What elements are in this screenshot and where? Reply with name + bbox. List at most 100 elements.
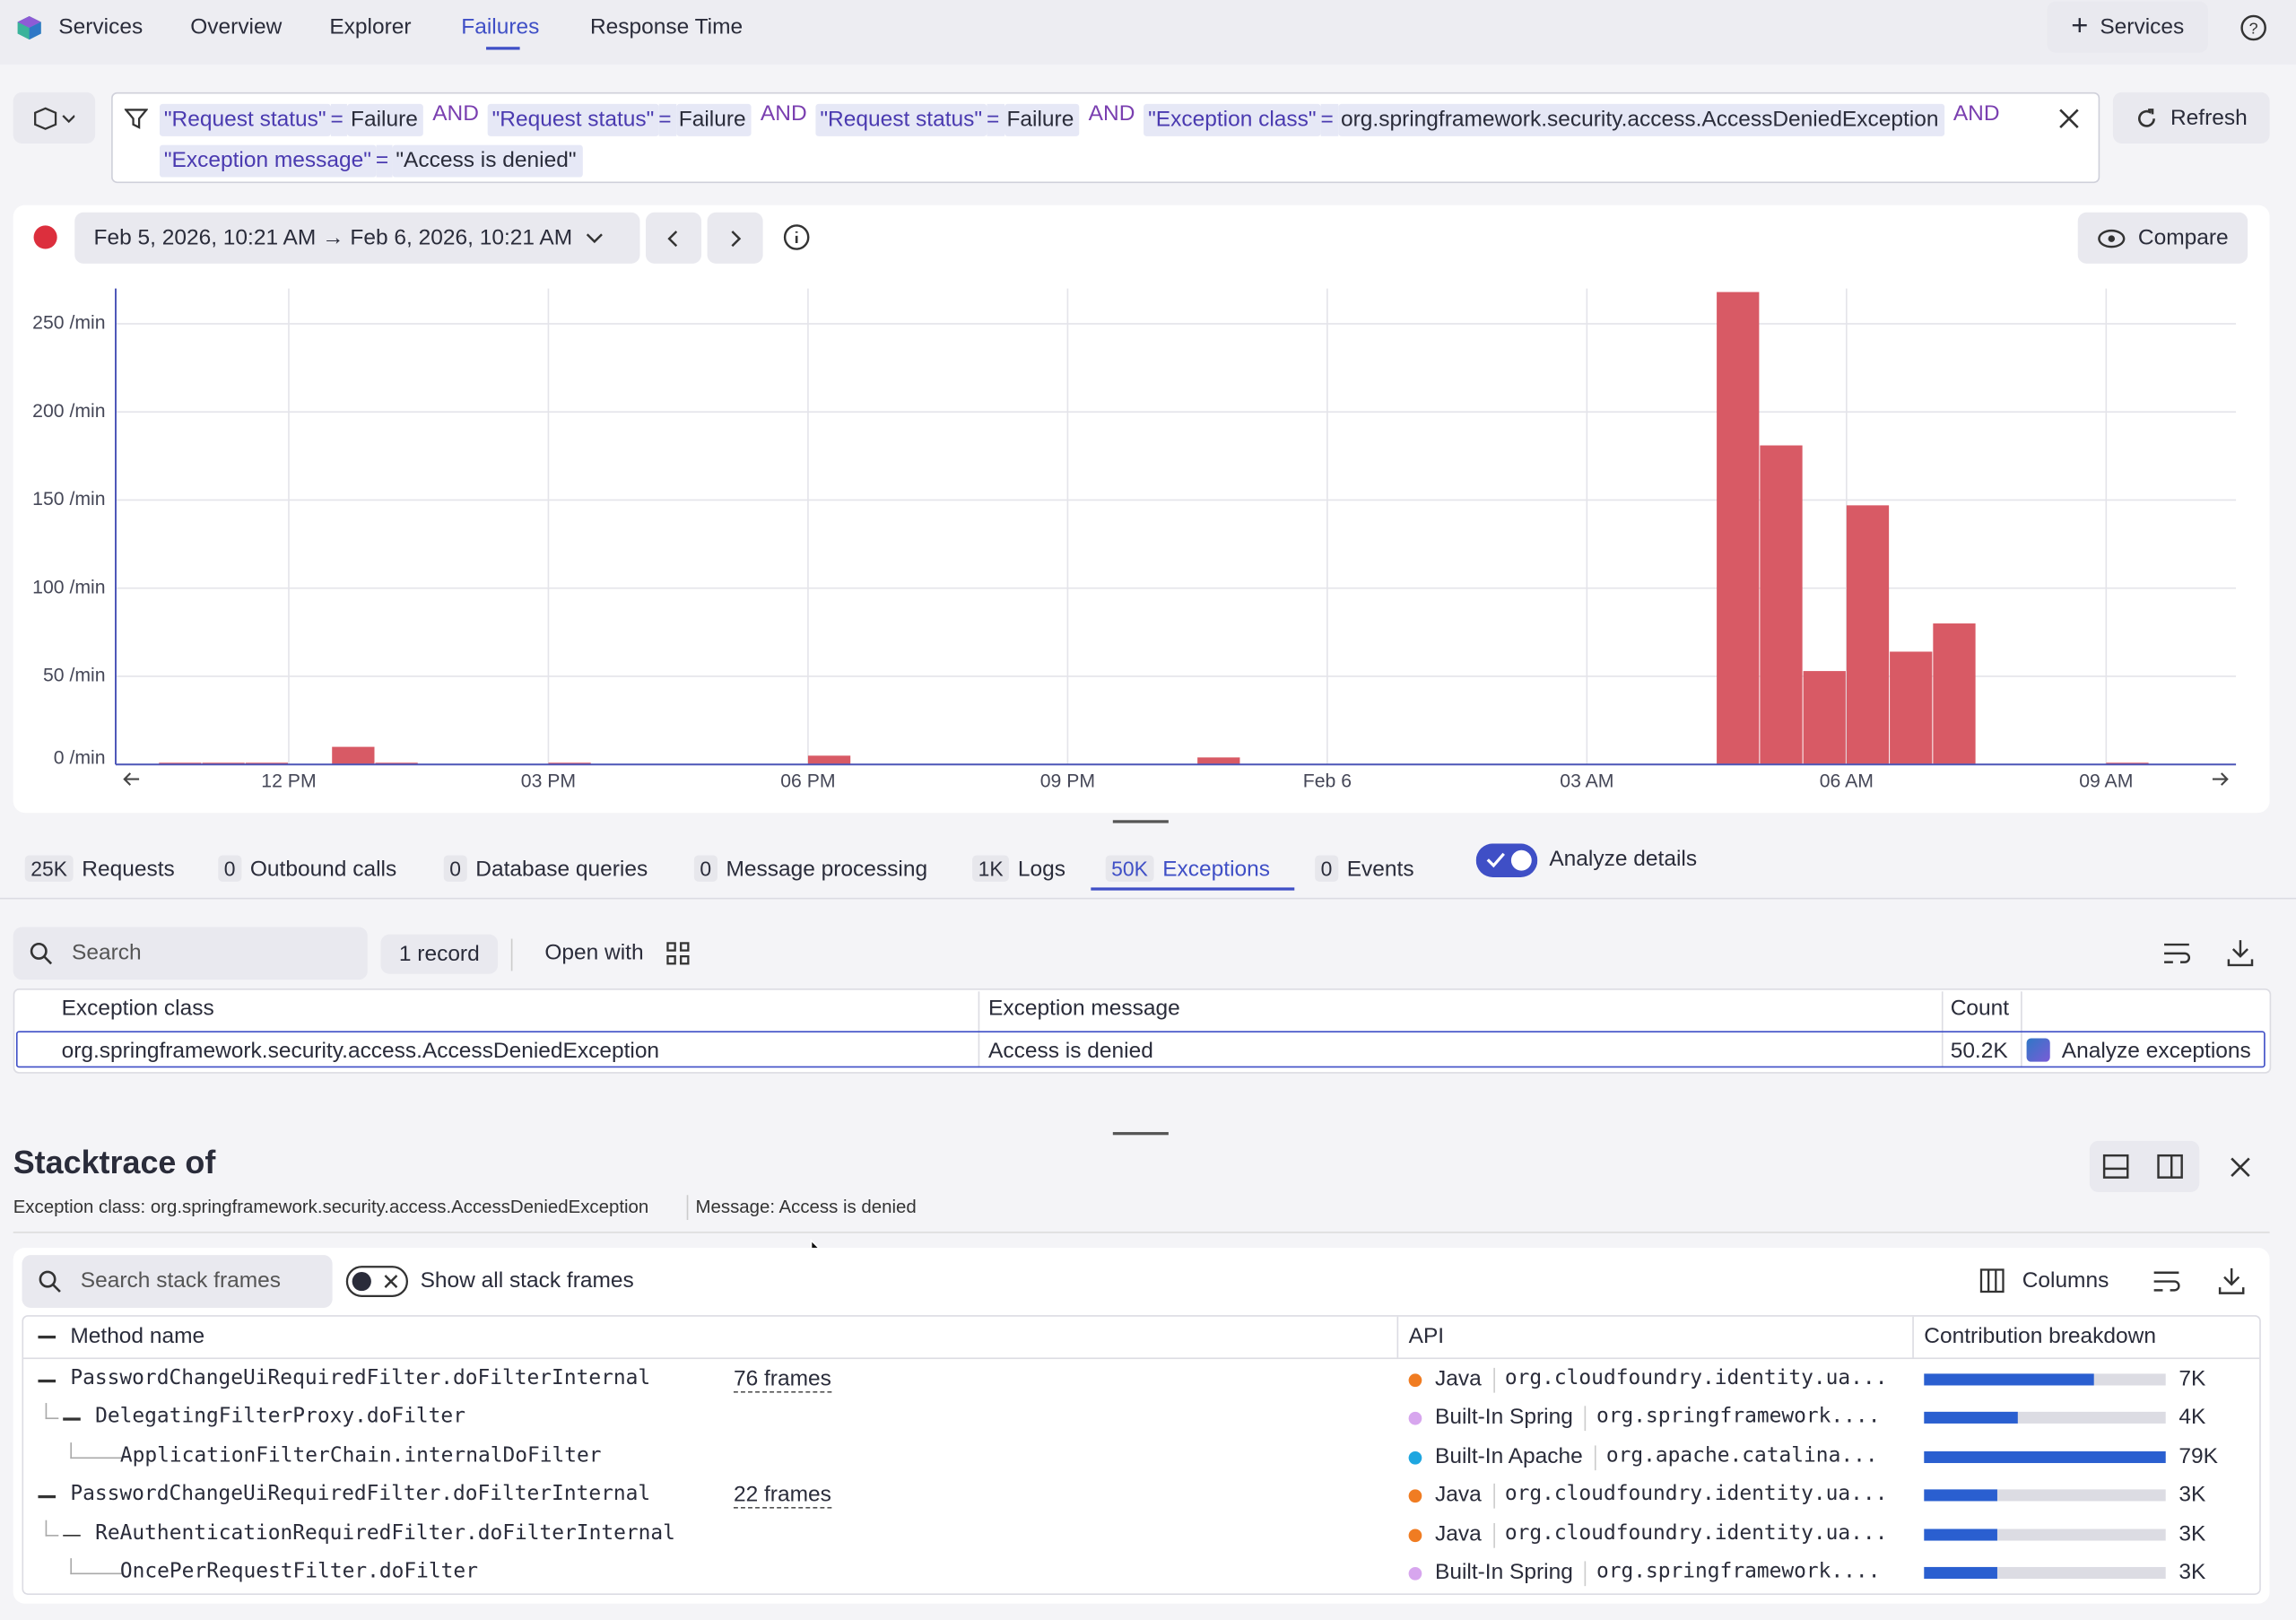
refresh-button[interactable]: Refresh <box>2112 91 2270 144</box>
frames-link[interactable]: 76 frames <box>733 1366 831 1393</box>
detail-tab[interactable]: 1K Logs <box>972 845 1065 892</box>
add-icon[interactable] <box>26 997 47 1018</box>
separator <box>1584 1406 1587 1432</box>
x-tick-label: Feb 6 <box>1303 771 1352 791</box>
column-header: Method name <box>70 1323 205 1349</box>
filter-value: org.springframework.security.access.Acce… <box>1337 103 1945 136</box>
help-icon[interactable]: ? <box>2239 13 2268 43</box>
download-icon[interactable] <box>2227 939 2254 967</box>
filter-token[interactable]: "Exception message" = "Access is denied" <box>159 144 583 178</box>
analyze-exceptions[interactable]: Analyze exceptions <box>2061 1038 2251 1064</box>
tab-label: Requests <box>82 856 175 882</box>
columns-icon[interactable] <box>1979 1268 2005 1294</box>
collapse-all[interactable] <box>38 1335 57 1338</box>
tab-count: 0 <box>443 855 467 882</box>
bar <box>1803 671 1846 765</box>
nav-tab[interactable]: Response Time <box>589 14 744 40</box>
column-header: API <box>1408 1323 1445 1349</box>
package-name: org.apache.catalina... <box>1605 1443 1878 1468</box>
button-label: Compare <box>2137 225 2229 251</box>
tree-toggle[interactable] <box>38 1495 57 1498</box>
detail-tab[interactable]: 0 Database queries <box>443 845 648 892</box>
tree-toggle[interactable] <box>38 1379 57 1382</box>
tab-count: 50K <box>1105 855 1154 882</box>
filter-token[interactable]: "Request status" = Failure <box>815 103 1080 136</box>
timeframe-selector[interactable]: Feb 5, 2026, 10:21 AM → Feb 6, 2026, 10:… <box>74 212 640 264</box>
nav-tab[interactable]: Overview <box>190 14 283 40</box>
bar <box>1846 505 1890 765</box>
scope-button[interactable] <box>13 91 96 144</box>
frames-link[interactable]: 22 frames <box>733 1482 831 1509</box>
nav-tab[interactable]: Failures <box>461 14 540 40</box>
wrap-icon[interactable] <box>2152 1268 2182 1294</box>
scroll-left[interactable] <box>123 772 140 786</box>
detail-tab[interactable]: 50K Exceptions <box>1105 845 1270 892</box>
column-header: Count <box>1950 996 2010 1021</box>
selected-row[interactable] <box>15 1031 2266 1068</box>
download-icon[interactable] <box>2218 1267 2245 1294</box>
filter-op: = <box>1320 103 1338 136</box>
apps-icon[interactable] <box>666 942 690 965</box>
wrap-icon[interactable] <box>2162 940 2192 966</box>
record-count: 1 record <box>380 934 499 974</box>
filter-token[interactable]: "Request status" = Failure <box>159 103 424 136</box>
info-icon[interactable] <box>1461 1324 1487 1350</box>
filter-key: "Request status" <box>815 103 987 136</box>
filter-op: = <box>330 103 348 136</box>
column-divider <box>1396 1316 1399 1358</box>
active-underline <box>486 47 520 50</box>
resize-handle[interactable] <box>1112 1132 1169 1136</box>
api-dot <box>1408 1566 1422 1581</box>
search-box[interactable]: Search <box>13 927 368 980</box>
columns-button[interactable]: Columns <box>2022 1267 2109 1293</box>
detail-tab[interactable]: 0 Outbound calls <box>218 845 396 892</box>
search-placeholder: Search <box>72 940 142 965</box>
filter-join: AND <box>1952 100 2000 126</box>
app-name[interactable]: Services <box>58 14 144 40</box>
clear-filter[interactable] <box>2057 107 2081 130</box>
filter-key: "Request status" <box>159 103 331 136</box>
nav-tab[interactable]: Explorer <box>329 14 412 40</box>
detail-tab[interactable]: 0 Message processing <box>693 845 927 892</box>
filter-token[interactable]: "Request status" = Failure <box>487 103 752 136</box>
share-bar <box>1924 1528 1997 1540</box>
y-tick-label: 150 /min <box>32 489 105 510</box>
x-tick-label: 06 AM <box>1820 771 1874 791</box>
tree-toggle[interactable] <box>63 1418 81 1421</box>
share-bar <box>1924 1373 2093 1386</box>
detail-tab[interactable]: 25K Requests <box>24 845 175 892</box>
stack-search[interactable]: Search stack frames <box>22 1255 333 1308</box>
open-with[interactable]: Open with <box>544 940 644 965</box>
tab-label: Exceptions <box>1162 856 1270 882</box>
api-name: Java <box>1434 1482 1482 1508</box>
add-services-button[interactable]: + Services <box>2047 1 2209 53</box>
filter-value: Failure <box>675 103 752 136</box>
date-range: Feb 5, 2026, 10:21 AM → Feb 6, 2026, 10:… <box>93 225 573 251</box>
bar <box>807 755 851 765</box>
show-all-toggle[interactable] <box>345 1266 409 1298</box>
filter-box[interactable]: "Request status" = Failure AND "Request stat… <box>111 91 2100 184</box>
separator <box>1584 1561 1587 1587</box>
close-panel[interactable] <box>2229 1155 2252 1179</box>
analyze-toggle[interactable] <box>1475 843 1538 877</box>
share-bar <box>1924 1450 2166 1463</box>
bar <box>1717 292 1760 765</box>
filter-value: Failure <box>347 103 424 136</box>
info-icon[interactable] <box>782 222 812 252</box>
x-tick-label: 03 AM <box>1560 771 1613 791</box>
resize-handle[interactable] <box>1112 820 1169 823</box>
tree-toggle[interactable] <box>63 1534 81 1537</box>
message-info: Message: Access is denied <box>695 1196 917 1217</box>
next-button[interactable] <box>707 212 763 264</box>
layout-toggle[interactable] <box>2089 1140 2200 1192</box>
bar <box>245 762 289 765</box>
filter-token[interactable]: "Exception class" = org.springframework.se… <box>1144 103 1945 136</box>
compare-button[interactable]: Compare <box>2077 212 2248 264</box>
tab-count: 0 <box>693 855 718 882</box>
scroll-right[interactable] <box>2212 772 2229 786</box>
prev-button[interactable] <box>646 212 702 264</box>
separator <box>510 938 513 971</box>
action-icon[interactable] <box>2026 1038 2050 1062</box>
detail-tab[interactable]: 0 Events <box>1315 845 1414 892</box>
active-underline <box>1091 887 1295 891</box>
